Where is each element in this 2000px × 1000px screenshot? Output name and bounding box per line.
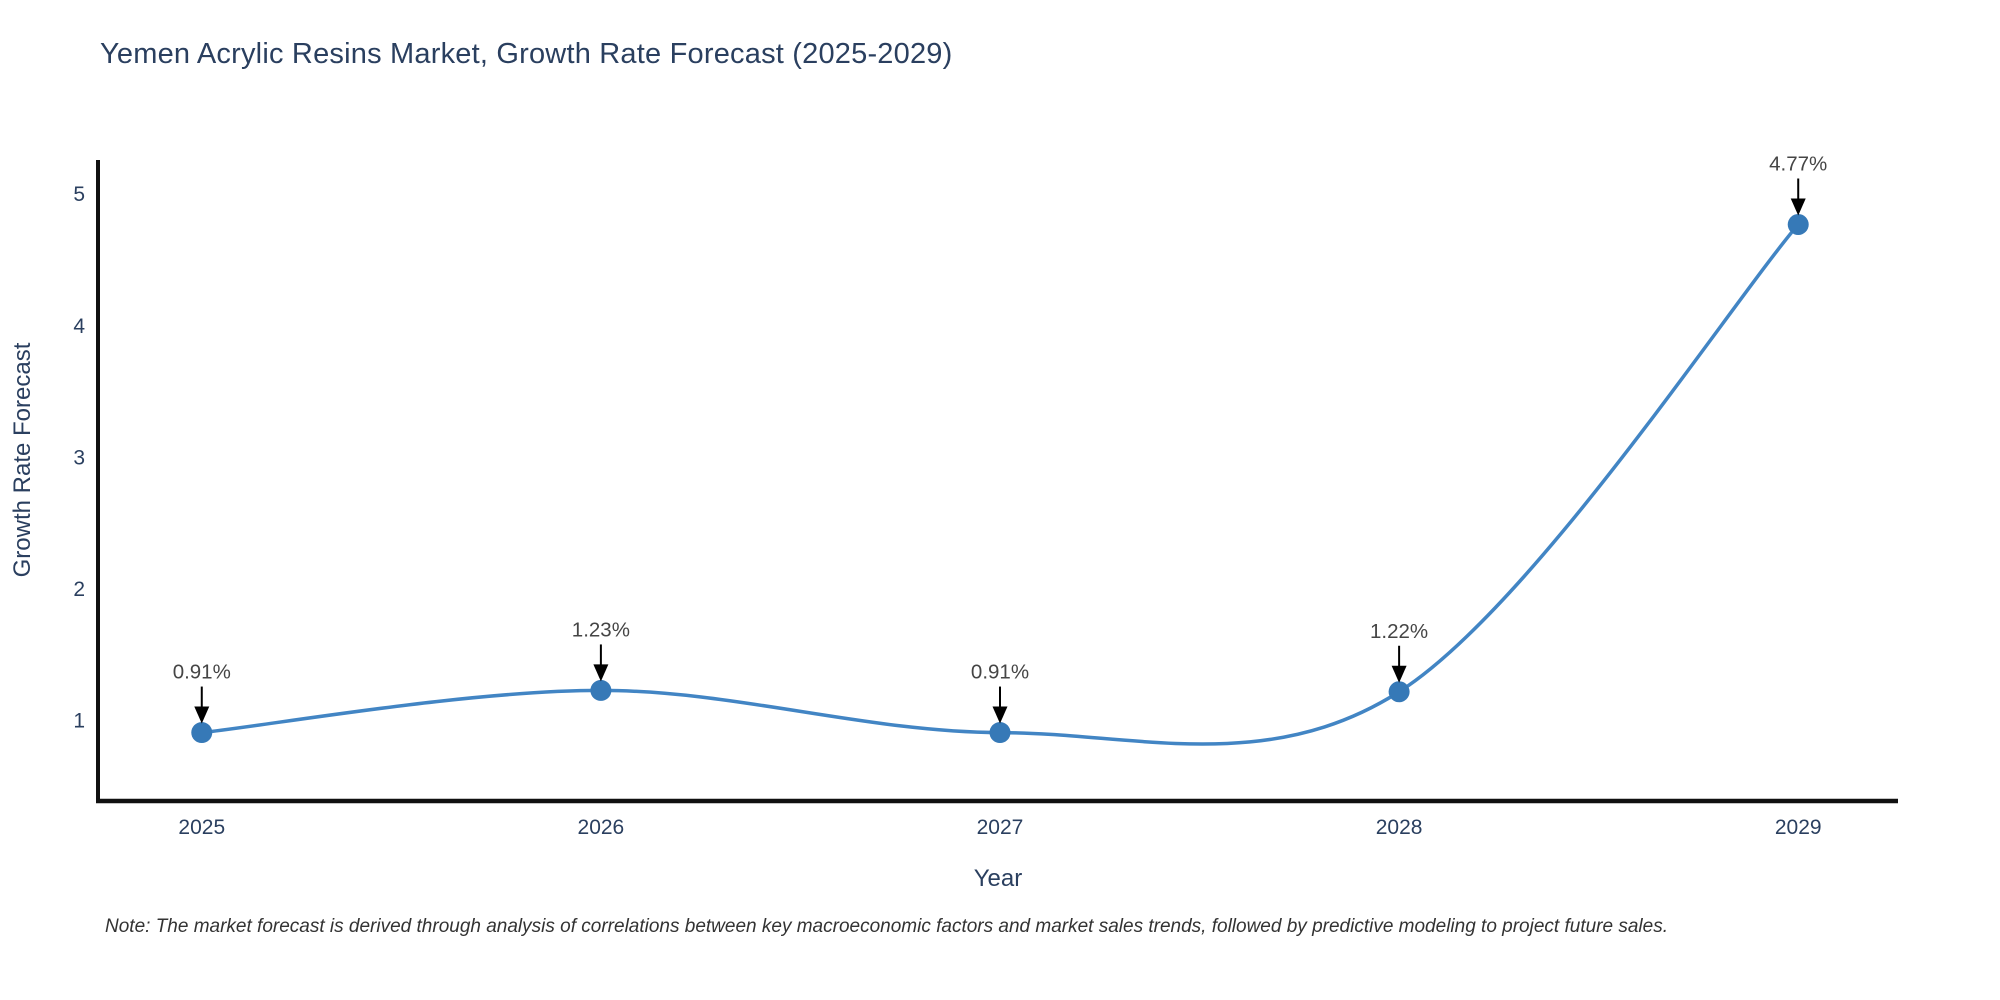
data-point-2027[interactable]	[989, 722, 1011, 744]
annotation-arrowhead	[1790, 198, 1806, 216]
y-tick-label: 2	[73, 578, 85, 601]
annotation-arrowhead	[1391, 665, 1407, 683]
x-tick-label: 2025	[178, 816, 225, 839]
y-tick-label: 4	[73, 315, 85, 338]
y-tick-label: 3	[73, 446, 85, 469]
annotation-label: 0.91%	[971, 661, 1029, 684]
y-axis-title: Growth Rate Forecast	[9, 342, 36, 577]
data-point-2028[interactable]	[1388, 681, 1410, 703]
y-tick-label: 1	[73, 710, 85, 733]
annotation-arrowhead	[194, 706, 210, 724]
annotation-arrowhead	[593, 664, 609, 682]
annotation-label: 4.77%	[1769, 152, 1827, 175]
x-tick-label: 2028	[1376, 816, 1423, 839]
x-tick-label: 2026	[578, 816, 625, 839]
y-tick-label: 5	[73, 183, 85, 206]
annotation-label: 1.23%	[572, 618, 630, 641]
data-point-2026[interactable]	[590, 679, 612, 701]
x-tick-label: 2029	[1775, 816, 1822, 839]
annotation-label: 1.22%	[1370, 620, 1428, 643]
chart-title: Yemen Acrylic Resins Market, Growth Rate…	[100, 38, 953, 70]
data-point-2029[interactable]	[1787, 213, 1809, 235]
x-axis-title: Year	[974, 865, 1023, 892]
annotation-arrowhead	[992, 706, 1008, 724]
data-point-2025[interactable]	[191, 722, 213, 744]
annotation-label: 0.91%	[173, 661, 231, 684]
footnote: Note: The market forecast is derived thr…	[105, 916, 1668, 937]
trend-line	[200, 222, 1800, 746]
x-tick-label: 2027	[977, 816, 1024, 839]
